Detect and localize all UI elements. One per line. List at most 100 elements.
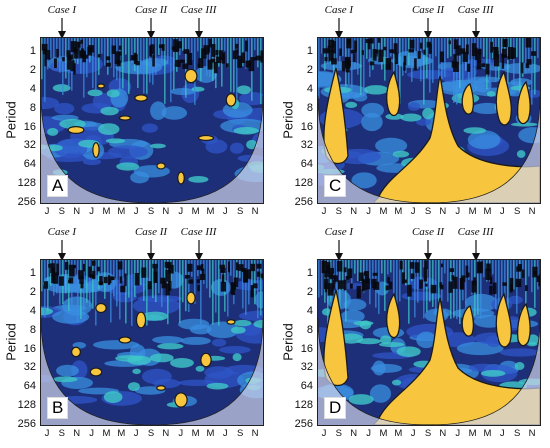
power-streak bbox=[324, 38, 326, 71]
power-speckle bbox=[225, 63, 229, 68]
x-tick-label: J bbox=[178, 206, 184, 217]
power-streak bbox=[164, 260, 166, 279]
case-label: Case II bbox=[411, 4, 445, 16]
power-blob bbox=[170, 357, 194, 368]
high-power-region bbox=[134, 94, 148, 102]
power-streak bbox=[89, 260, 91, 308]
power-speckle bbox=[492, 282, 497, 295]
power-streak bbox=[480, 260, 482, 319]
x-tick-label: N bbox=[162, 428, 170, 439]
power-blob bbox=[230, 326, 246, 334]
x-tick-label: J bbox=[178, 428, 184, 439]
power-blob bbox=[47, 144, 63, 152]
power-blob bbox=[152, 336, 184, 344]
power-speckle bbox=[453, 54, 457, 61]
power-streak bbox=[345, 260, 347, 322]
wavelet-spectrum-svg bbox=[41, 260, 263, 425]
power-speckle bbox=[199, 274, 206, 281]
power-speckle bbox=[385, 57, 392, 70]
power-blob bbox=[343, 298, 367, 311]
power-speckle bbox=[247, 269, 252, 279]
power-streak bbox=[384, 38, 386, 81]
x-tick-label: S bbox=[335, 206, 343, 217]
power-streak bbox=[414, 260, 416, 318]
power-speckle bbox=[208, 38, 212, 48]
power-speckle bbox=[250, 263, 256, 272]
power-speckle bbox=[489, 276, 493, 285]
y-tick-label: 2 bbox=[306, 285, 313, 298]
power-speckle bbox=[245, 40, 248, 52]
high-power-region bbox=[495, 292, 512, 348]
power-streak bbox=[363, 260, 365, 293]
power-blob bbox=[52, 376, 78, 383]
cone-of-influence-boundary bbox=[318, 95, 540, 203]
power-speckle bbox=[78, 270, 84, 280]
power-speckle bbox=[389, 281, 393, 290]
power-speckle bbox=[339, 48, 342, 56]
high-power-region bbox=[386, 292, 401, 339]
power-streak bbox=[173, 260, 175, 273]
power-streak bbox=[212, 260, 214, 325]
power-streak bbox=[420, 38, 422, 82]
power-speckle bbox=[471, 280, 477, 293]
case-label: Case II bbox=[134, 4, 168, 16]
power-speckle bbox=[187, 52, 193, 66]
power-blob bbox=[52, 84, 71, 92]
power-streak bbox=[53, 38, 55, 69]
power-speckle bbox=[232, 284, 236, 296]
power-speckle bbox=[490, 41, 493, 53]
power-speckle bbox=[80, 282, 84, 289]
case-label: Case I bbox=[47, 4, 77, 16]
power-streak bbox=[101, 38, 103, 54]
power-streak bbox=[230, 38, 232, 92]
power-speckle bbox=[161, 44, 165, 51]
power-speckle bbox=[103, 276, 108, 284]
power-streak bbox=[444, 260, 446, 274]
power-speckle bbox=[394, 53, 399, 65]
power-streak bbox=[330, 260, 332, 302]
power-speckle bbox=[408, 49, 415, 53]
power-streak bbox=[519, 38, 521, 97]
power-speckle bbox=[364, 271, 369, 284]
y-tick-label: 16 bbox=[23, 120, 36, 133]
power-speckle bbox=[111, 276, 115, 280]
y-tick-label: 4 bbox=[306, 82, 313, 95]
power-speckle bbox=[165, 283, 170, 296]
power-blob bbox=[98, 123, 120, 135]
high-power-region bbox=[67, 125, 85, 135]
power-speckle bbox=[173, 39, 179, 53]
x-tick-label: J bbox=[133, 206, 139, 217]
power-speckle bbox=[419, 42, 423, 49]
down-arrow-icon bbox=[57, 18, 66, 39]
power-streak bbox=[363, 38, 365, 95]
case-label: Case I bbox=[324, 4, 354, 16]
power-streak bbox=[83, 38, 85, 98]
power-blob bbox=[206, 382, 229, 390]
power-blob bbox=[359, 320, 372, 330]
power-speckle bbox=[114, 51, 121, 65]
power-streak bbox=[387, 38, 389, 58]
power-speckle bbox=[363, 271, 367, 276]
power-speckle bbox=[134, 272, 140, 286]
power-streak bbox=[227, 38, 229, 68]
power-blob bbox=[115, 355, 144, 362]
power-streak bbox=[248, 38, 250, 64]
power-blob bbox=[103, 391, 123, 404]
power-speckle bbox=[56, 48, 59, 58]
power-speckle bbox=[97, 54, 101, 58]
power-streak bbox=[167, 38, 169, 64]
power-streak bbox=[131, 260, 133, 326]
power-speckle bbox=[423, 49, 426, 55]
power-speckle bbox=[174, 59, 181, 67]
power-speckle bbox=[227, 261, 230, 273]
power-streak bbox=[411, 38, 413, 82]
power-streak bbox=[453, 260, 455, 318]
power-streak bbox=[146, 260, 148, 326]
power-blob bbox=[195, 365, 205, 372]
power-streak bbox=[125, 260, 127, 324]
power-blob bbox=[339, 333, 364, 344]
high-power-region bbox=[516, 302, 531, 347]
power-speckle bbox=[178, 41, 182, 49]
power-streak bbox=[128, 260, 130, 298]
x-tick-label: N bbox=[439, 206, 447, 217]
